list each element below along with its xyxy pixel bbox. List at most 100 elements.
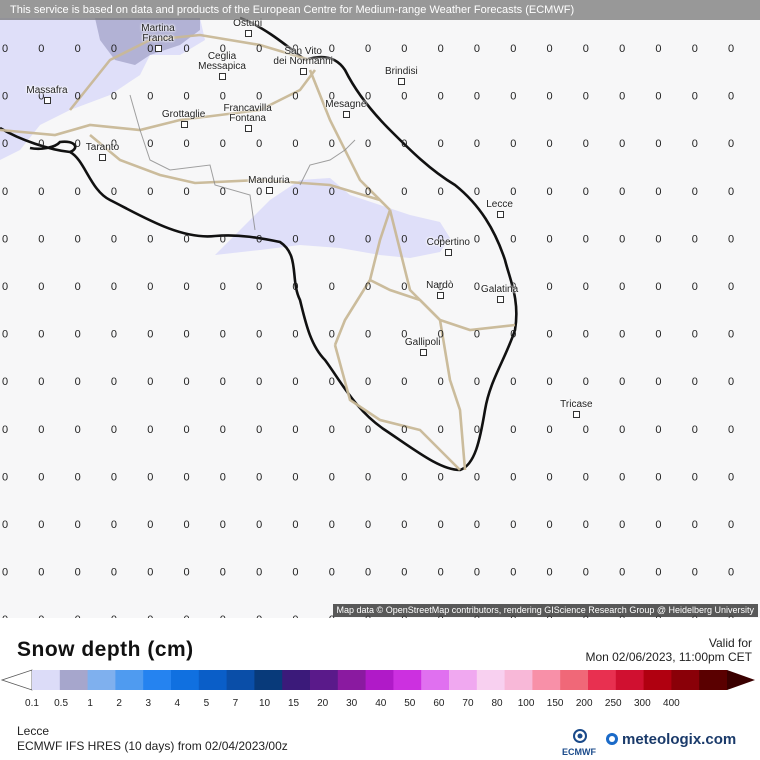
grid-value: 0: [583, 329, 589, 341]
grid-value: 0: [401, 91, 407, 103]
grid-value: 0: [184, 233, 190, 245]
grid-value: 0: [547, 376, 553, 388]
grid-value: 0: [292, 471, 298, 483]
grid-value: 0: [583, 376, 589, 388]
grid-value: 0: [329, 186, 335, 198]
city-label[interactable]: Galatina: [480, 284, 519, 296]
city-label[interactable]: Gallipoli: [404, 336, 441, 348]
grid-value: 0: [474, 186, 480, 198]
grid-value: 0: [329, 281, 335, 293]
grid-value: 0: [38, 424, 44, 436]
city-label[interactable]: Ostuni: [233, 18, 263, 30]
grid-value: 0: [111, 186, 117, 198]
map-canvas: 0 0 0 0 0 0 0 0 0 0 0 0 0 0 0 0 0 0 0 0 0 0 0 0 0 0 0 0 0 0 0 0 0 0 0 0 0 0 0 0…: [0, 16, 734, 618]
legend-swatch: [615, 670, 645, 690]
city-marker: [300, 68, 308, 76]
grid-value: 0: [365, 138, 371, 150]
grid-value: 0: [2, 519, 8, 531]
city-label[interactable]: Copertino: [426, 236, 470, 248]
grid-value: 0: [619, 43, 625, 55]
grid-value: 0: [111, 233, 117, 245]
legend-tick-label: 2: [116, 698, 122, 709]
grid-value: 0: [547, 471, 553, 483]
grid-value: 0: [583, 186, 589, 198]
grid-value: 0: [401, 329, 407, 341]
legend-tick-label: 10: [258, 698, 271, 709]
city-label[interactable]: Manduria: [248, 175, 290, 187]
city-label[interactable]: Massafra: [26, 84, 68, 96]
grid-value: 0: [692, 424, 698, 436]
grid-value: 0: [547, 519, 553, 531]
grid-value: 0: [474, 138, 480, 150]
grid-value: 0: [220, 186, 226, 198]
city-label[interactable]: Lecce: [486, 198, 513, 210]
city-label[interactable]: San Vito dei Normanni: [273, 46, 333, 68]
grid-value: 0: [438, 281, 444, 293]
grid-value: 0: [510, 233, 516, 245]
grid-value: 0: [329, 329, 335, 341]
grid-value: 0: [474, 567, 480, 579]
province-borders: [129, 94, 356, 231]
grid-value: 0: [2, 614, 8, 618]
grid-value: 0: [147, 91, 153, 103]
grid-value: 0: [38, 281, 44, 293]
grid-value: 0: [583, 138, 589, 150]
city-label[interactable]: Ceglia Messapica: [198, 51, 246, 73]
model-run: ECMWF IFS HRES (10 days) from 02/04/2023…: [17, 739, 288, 753]
grid-value: 0: [111, 567, 117, 579]
grid-value: 0: [38, 329, 44, 341]
grid-value: 0: [111, 91, 117, 103]
legend-swatch: [671, 670, 700, 690]
grid-value: 0: [184, 376, 190, 388]
city-marker: [244, 125, 252, 133]
grid-value: 0: [184, 471, 190, 483]
grid-value: 0: [292, 138, 298, 150]
legend-tick-label: 4: [174, 698, 181, 709]
grid-value: 0: [256, 43, 262, 55]
city-marker: [419, 348, 427, 356]
legend-swatch: [449, 670, 478, 690]
city-label[interactable]: Martina Franca: [141, 22, 175, 44]
grid-value: 0: [292, 43, 298, 55]
legend-swatch: [226, 670, 255, 690]
grid-value: 0: [655, 43, 661, 55]
grid-value: 0: [111, 376, 117, 388]
city-marker: [244, 30, 252, 38]
grid-value: 0: [583, 424, 589, 436]
city-label[interactable]: Nardò: [426, 279, 454, 291]
ecmwf-logo-icon: [573, 729, 587, 743]
grid-value: 0: [2, 138, 8, 150]
grid-value: 0: [510, 186, 516, 198]
map-attribution[interactable]: Map data © OpenStreetMap contributors, r…: [332, 604, 758, 617]
meteologix-brand[interactable]: meteologix.com: [622, 731, 737, 748]
legend-swatch: [143, 670, 172, 690]
legend-swatch: [504, 670, 533, 690]
grid-value: 0: [655, 424, 661, 436]
grid-value: 0: [256, 376, 262, 388]
legend-swatch: [560, 670, 589, 690]
grid-value: 0: [365, 519, 371, 531]
legend-swatch: [699, 670, 728, 690]
grid-value: 0: [329, 519, 335, 531]
grid-value: 0: [547, 186, 553, 198]
legend-tick-label: 70: [462, 698, 474, 709]
grid-value: 0: [38, 614, 44, 618]
grid-value: 0: [474, 519, 480, 531]
city-label[interactable]: Taranto: [85, 141, 120, 153]
grid-value: 0: [256, 424, 262, 436]
grid-value: 0: [2, 471, 8, 483]
city-label[interactable]: Mesagne: [325, 99, 367, 111]
grid-value: 0: [619, 519, 625, 531]
grid-value: 0: [401, 567, 407, 579]
legend-tick-label: 100: [517, 698, 535, 709]
city-label[interactable]: Brindisi: [384, 65, 418, 77]
city-marker: [180, 120, 188, 128]
map-view[interactable]: 0 0 0 0 0 0 0 0 0 0 0 0 0 0 0 0 0 0 0 0 0 0 0 0 0 0 0 0 0 0 0 0 0 0 0 0 0 0 0 0…: [0, 0, 760, 618]
city-label[interactable]: Grottaglie: [161, 108, 206, 120]
city-label[interactable]: Tricase: [560, 398, 593, 410]
grid-value: 0: [401, 233, 407, 245]
city-label[interactable]: Francavilla Fontana: [223, 103, 272, 125]
grid-value: 0: [2, 329, 8, 341]
legend-swatch: [282, 670, 311, 690]
grid-value: 0: [655, 91, 661, 103]
